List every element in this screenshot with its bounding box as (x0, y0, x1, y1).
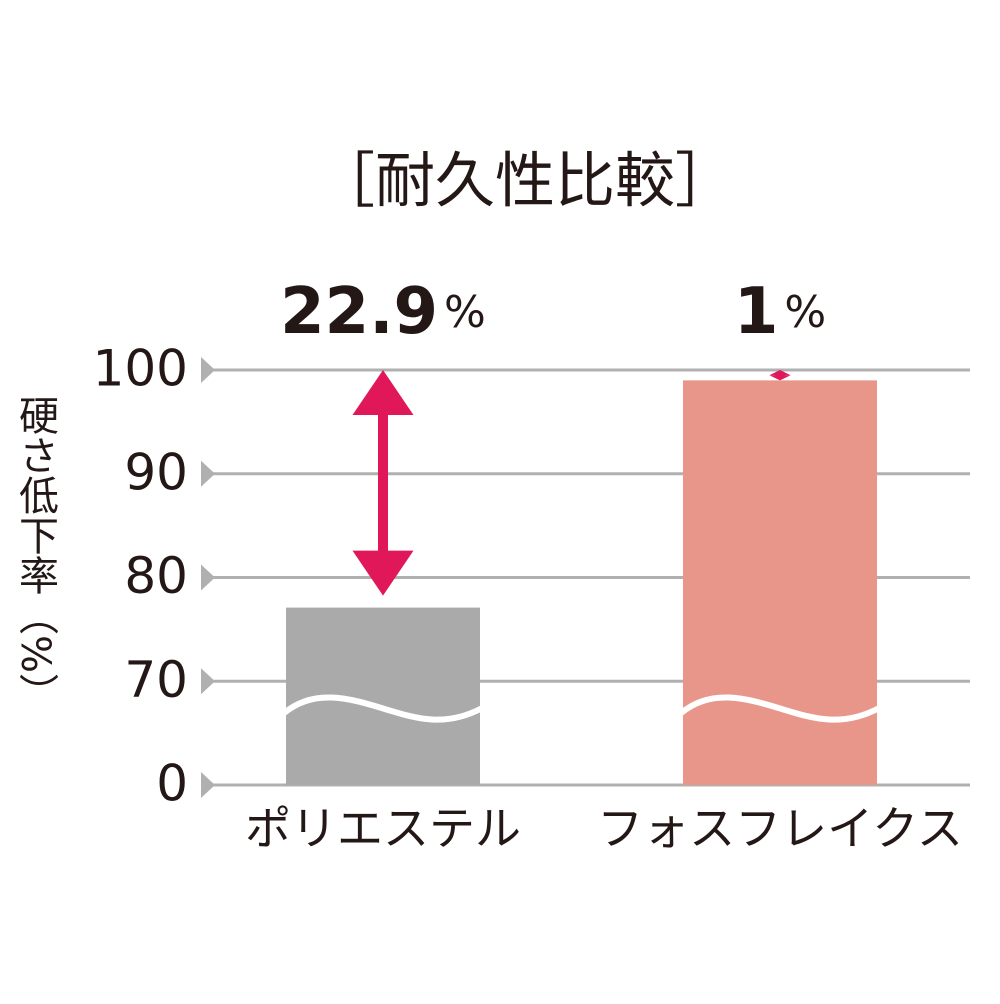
tick-marker (201, 564, 215, 591)
drop-value: 22.9 (280, 275, 438, 349)
drop-value: 1 (734, 275, 779, 349)
drop-unit: % (784, 287, 826, 338)
drop-unit: % (444, 287, 486, 338)
tick-marker (201, 460, 215, 487)
y-axis-label: 硬さ低下率（%） (12, 395, 59, 713)
drop-label: 1% (734, 275, 826, 349)
y-tick-label: 0 (156, 755, 188, 813)
drop-label: 22.9% (280, 275, 486, 349)
arrow-head (352, 550, 414, 596)
x-tick-label: ポリエステル (245, 802, 521, 856)
arrow-head (352, 370, 414, 415)
drop-arrow (769, 370, 791, 381)
y-tick-label: 100 (93, 340, 188, 398)
chart-title: ［耐久性比較］ (315, 147, 735, 217)
y-tick-label: 80 (124, 547, 188, 605)
x-tick-label: フォスフレイクス (597, 802, 963, 856)
axis-break-wave (282, 694, 484, 723)
arrow-head (769, 370, 791, 376)
bar (683, 380, 877, 785)
y-tick-label: 90 (124, 443, 188, 501)
axis-break-wave (679, 694, 881, 723)
arrow-head (769, 375, 791, 381)
tick-marker (201, 357, 215, 383)
drop-arrow (352, 370, 414, 596)
tick-marker (201, 772, 215, 798)
tick-marker (201, 668, 215, 695)
y-tick-label: 70 (124, 651, 188, 709)
